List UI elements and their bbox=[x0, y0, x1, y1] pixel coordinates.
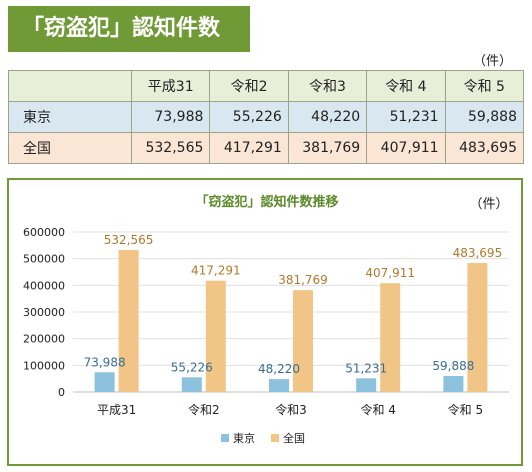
table-unit-label: （件） bbox=[472, 54, 512, 69]
axes: 0 100000 200000 300000 400000 500000 600000 平成3… bbox=[23, 226, 483, 417]
x-tick-label: 令和3 bbox=[275, 402, 307, 417]
data-label-tokyo: 48,220 bbox=[258, 362, 300, 376]
bar-tokyo bbox=[269, 379, 289, 392]
table-cell: 407,911 bbox=[366, 132, 446, 164]
legend-label-national: 全国 bbox=[283, 431, 305, 445]
y-tick-label: 500000 bbox=[23, 253, 65, 266]
x-tick-label: 令和 5 bbox=[448, 402, 483, 417]
legend: 東京 全国 bbox=[221, 431, 305, 445]
data-label-national: 483,695 bbox=[453, 246, 503, 260]
bar-national bbox=[205, 280, 226, 392]
data-label-national: 532,565 bbox=[104, 233, 154, 247]
table-header-cell: 令和2 bbox=[209, 70, 289, 102]
x-tick-label: 平成31 bbox=[97, 403, 136, 417]
data-label-national: 381,769 bbox=[278, 273, 328, 287]
table-header-cell: 令和 5 bbox=[444, 70, 525, 102]
table-cell: 55,226 bbox=[209, 101, 289, 133]
table-header-cell: 令和 4 bbox=[366, 70, 446, 102]
y-tick-label: 300000 bbox=[23, 306, 65, 319]
data-label-tokyo: 51,231 bbox=[345, 361, 387, 375]
table-cell: 51,231 bbox=[366, 101, 446, 133]
y-tick-label: 400000 bbox=[23, 279, 65, 292]
bars bbox=[94, 249, 488, 392]
chart-title: 「窃盗犯」認知件数推移 bbox=[195, 194, 338, 210]
legend-label-tokyo: 東京 bbox=[233, 431, 255, 445]
bar-national bbox=[467, 263, 488, 392]
table-row-tokyo: 東京 73,988 55,226 48,220 51,231 59,888 bbox=[8, 101, 525, 133]
table-cell: 381,769 bbox=[287, 132, 368, 164]
y-tick-label: 0 bbox=[58, 386, 65, 399]
table-cell: 48,220 bbox=[287, 101, 368, 133]
grid-lines bbox=[73, 231, 509, 393]
data-label-national: 417,291 bbox=[191, 264, 241, 278]
chart-container: 「窃盗犯」認知件数推移 （件） 73,988 532,565 55,226 417,2… bbox=[7, 178, 523, 466]
x-tick-label: 令和2 bbox=[188, 402, 220, 417]
row-label: 東京 bbox=[8, 101, 132, 133]
table-cell: 73,988 bbox=[130, 101, 211, 133]
bar-tokyo bbox=[181, 377, 202, 392]
x-tick-label: 令和 4 bbox=[360, 402, 395, 417]
table-row-national: 全国 532,565 417,291 381,769 407,911 483,6… bbox=[8, 132, 525, 164]
table-cell: 532,565 bbox=[130, 132, 211, 164]
bar-tokyo bbox=[443, 376, 464, 392]
data-label-tokyo: 73,988 bbox=[84, 355, 126, 369]
table-corner-cell bbox=[8, 70, 132, 102]
data-label-tokyo: 55,226 bbox=[171, 360, 213, 374]
y-tick-label: 200000 bbox=[23, 333, 65, 346]
bar-chart: 「窃盗犯」認知件数推移 （件） 73,988 532,565 55,226 417,2… bbox=[23, 194, 509, 445]
bar-national bbox=[293, 290, 313, 392]
bar-tokyo bbox=[356, 378, 377, 392]
data-label-national: 407,911 bbox=[365, 266, 415, 280]
table-header-row: 平成31 令和2 令和3 令和 4 令和 5 bbox=[8, 70, 525, 102]
bar-tokyo bbox=[94, 372, 115, 392]
data-label-tokyo: 59,888 bbox=[432, 359, 474, 373]
table-cell: 417,291 bbox=[209, 132, 289, 164]
data-table: 平成31 令和2 令和3 令和 4 令和 5 東京 73,988 55,226 … bbox=[8, 70, 525, 164]
bar-national bbox=[380, 283, 401, 392]
y-tick-label: 100000 bbox=[23, 359, 65, 372]
page-title: 「窃盗犯」認知件数 bbox=[8, 6, 250, 52]
legend-swatch-national bbox=[271, 434, 279, 442]
table-header-cell: 平成31 bbox=[130, 70, 211, 102]
y-tick-label: 600000 bbox=[23, 226, 65, 239]
legend-swatch-tokyo bbox=[221, 434, 229, 442]
chart-unit-label: （件） bbox=[469, 197, 508, 212]
table-cell: 59,888 bbox=[444, 101, 525, 133]
table-header-cell: 令和3 bbox=[287, 70, 368, 102]
data-labels: 73,988 532,565 55,226 417,291 48,220 381,769 5… bbox=[84, 233, 503, 376]
row-label: 全国 bbox=[8, 132, 132, 164]
bar-national bbox=[118, 249, 139, 392]
table-cell: 483,695 bbox=[444, 132, 525, 164]
